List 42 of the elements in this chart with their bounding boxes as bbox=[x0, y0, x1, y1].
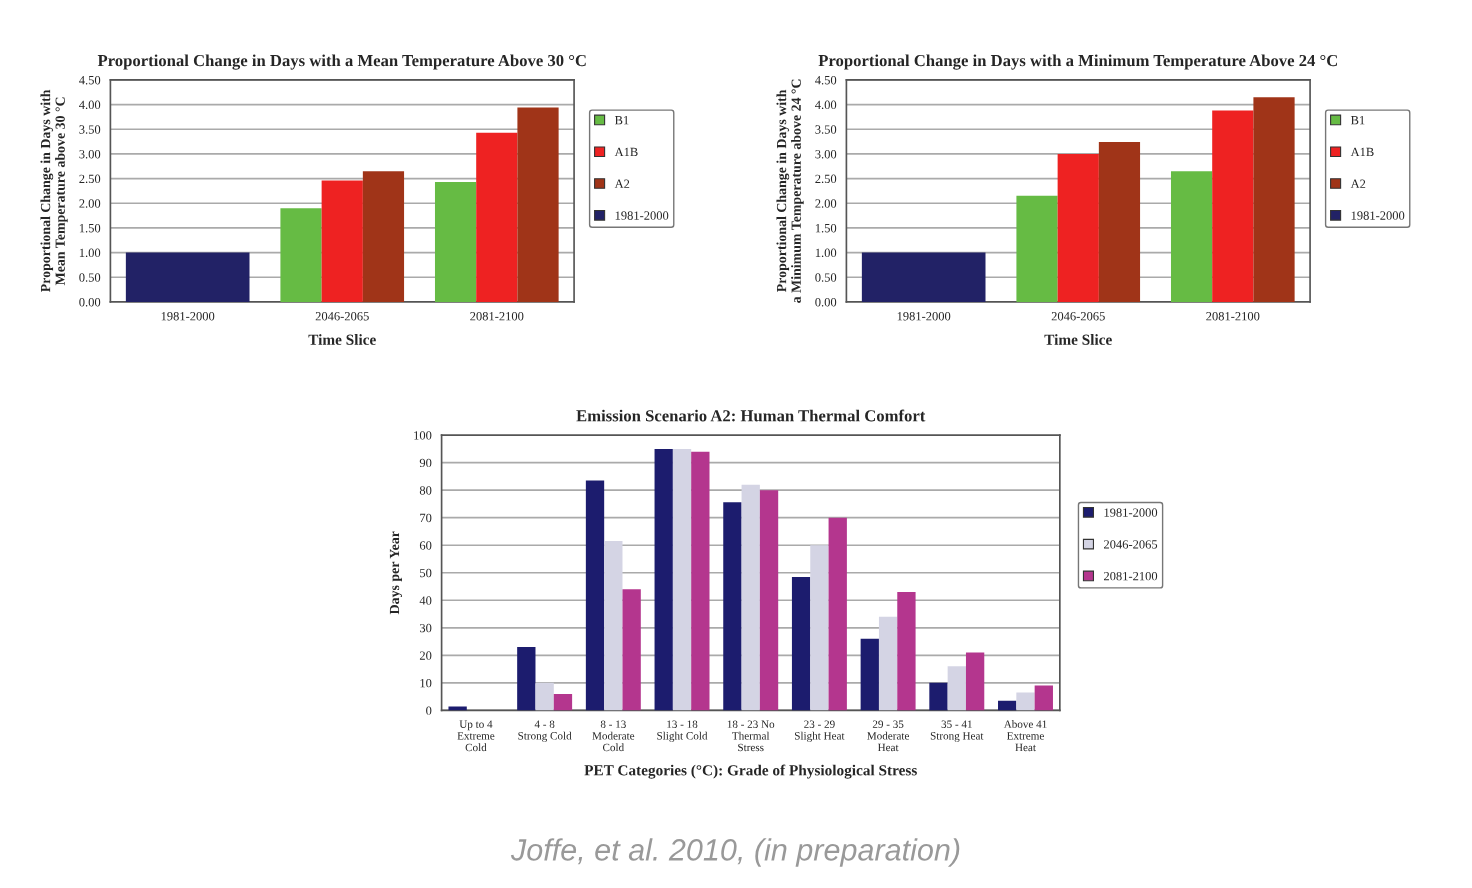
bar bbox=[1253, 97, 1295, 302]
bar bbox=[741, 484, 760, 711]
bar bbox=[1098, 142, 1141, 302]
bar bbox=[1212, 110, 1254, 302]
bar bbox=[691, 451, 710, 711]
bar bbox=[861, 252, 986, 302]
bar bbox=[860, 638, 879, 711]
bar bbox=[517, 647, 536, 711]
bar bbox=[723, 502, 742, 711]
bar bbox=[1016, 195, 1058, 302]
bar bbox=[654, 448, 673, 711]
bar bbox=[535, 682, 554, 711]
bar bbox=[791, 576, 811, 711]
bar bbox=[828, 517, 847, 711]
bar bbox=[965, 652, 985, 711]
bar bbox=[1034, 685, 1053, 711]
bar bbox=[280, 208, 322, 302]
bar bbox=[434, 182, 477, 302]
bar bbox=[604, 541, 623, 711]
bar bbox=[476, 132, 518, 302]
chart-title: Proportional Change in Days with a Mean Temperature Above 30 °C bbox=[97, 54, 586, 70]
bar bbox=[553, 693, 573, 711]
bar bbox=[1170, 171, 1213, 302]
chart-title: Emission Scenario A2: Human Thermal Comfort bbox=[576, 409, 926, 422]
bar bbox=[125, 252, 250, 302]
bar bbox=[622, 589, 641, 711]
bar bbox=[362, 171, 405, 302]
bar bbox=[947, 666, 966, 711]
bar bbox=[810, 545, 829, 711]
text: Joffe, et al. 2010, (in preparation) bbox=[510, 838, 960, 867]
bar bbox=[998, 700, 1017, 711]
bar bbox=[672, 448, 692, 711]
bar bbox=[759, 490, 779, 711]
bar bbox=[321, 180, 363, 302]
bar bbox=[1016, 692, 1035, 711]
bar bbox=[897, 592, 916, 711]
bar bbox=[929, 682, 948, 711]
bar bbox=[878, 616, 898, 711]
bar bbox=[517, 107, 559, 302]
chart-title: Proportional Change in Days with a Minimum Temperature Above 24 °C bbox=[818, 54, 1337, 70]
bar bbox=[585, 480, 605, 711]
bar bbox=[1057, 153, 1099, 302]
